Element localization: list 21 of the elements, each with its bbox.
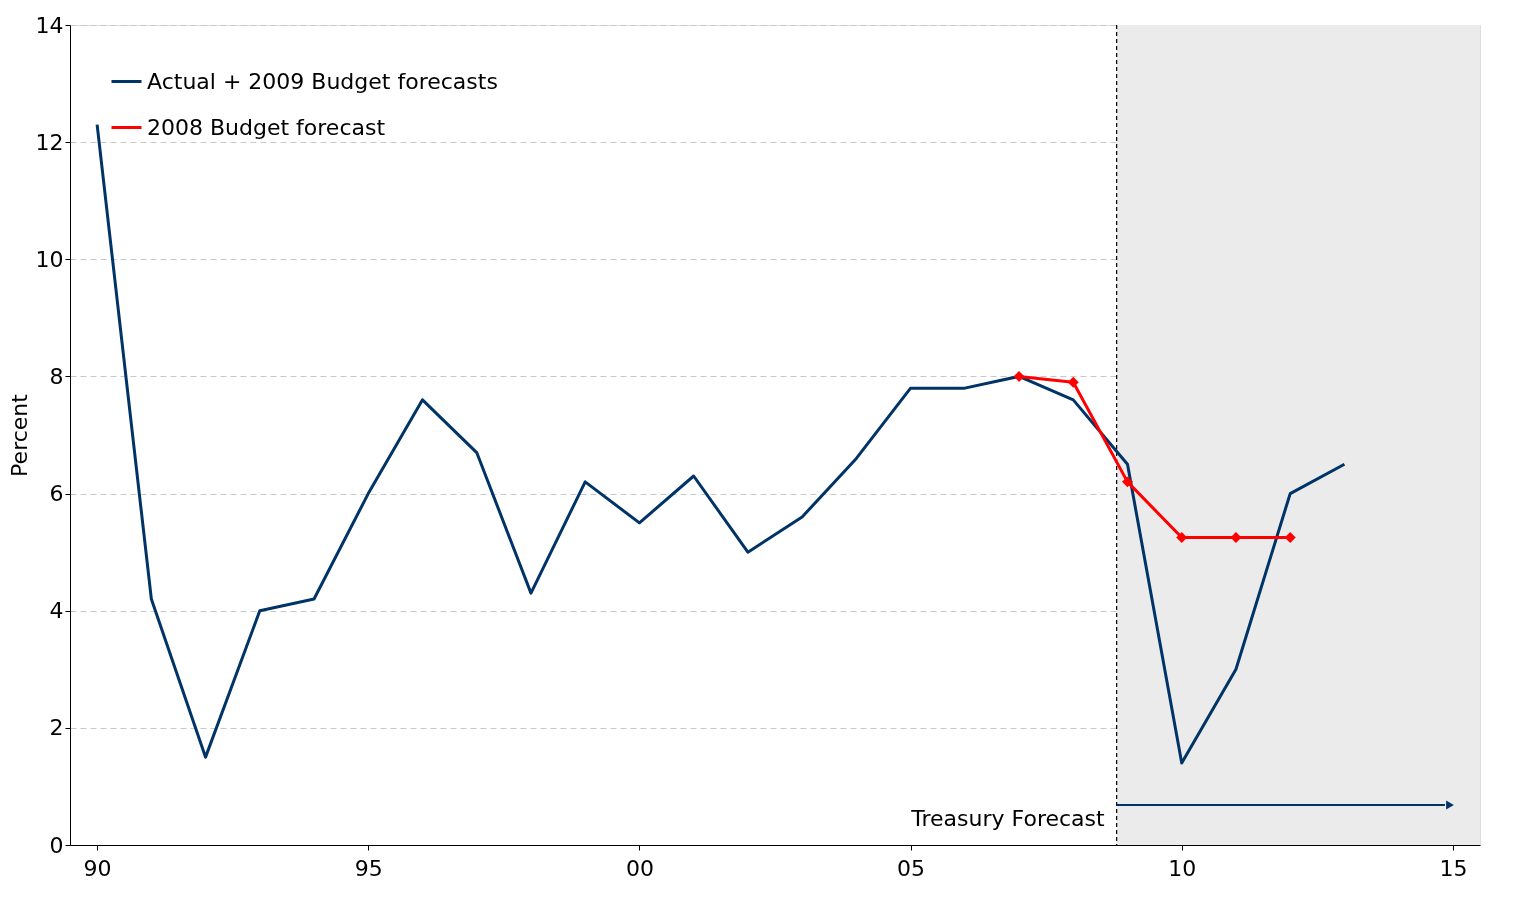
point <box>1013 370 1025 382</box>
x-tick-label: 00 <box>625 855 654 881</box>
y-tick-label: 12 <box>35 129 64 155</box>
y-tick-label: 10 <box>35 246 64 272</box>
point <box>1122 476 1133 488</box>
x-tick-label: 05 <box>897 855 926 881</box>
y-tick-label: 2 <box>49 715 64 741</box>
legend-label: Actual + 2009 Budget forecasts <box>147 68 498 94</box>
x-tick-label: 95 <box>354 855 383 881</box>
y-tick-label: 14 <box>35 12 64 38</box>
x-tick-label: 90 <box>83 855 112 881</box>
point <box>1067 376 1079 388</box>
x-tick-label: 10 <box>1168 855 1197 881</box>
y-tick-label: 4 <box>49 598 64 624</box>
y-axis-title: Percent <box>6 393 32 477</box>
y-tick-label: 6 <box>49 481 64 507</box>
y-tick-label: 8 <box>49 363 64 389</box>
x-tick-label: 15 <box>1439 855 1468 881</box>
y-tick-label: 0 <box>49 832 64 858</box>
legend-label: 2008 Budget forecast <box>147 114 386 140</box>
annotation: Treasury Forecast <box>910 806 1106 831</box>
